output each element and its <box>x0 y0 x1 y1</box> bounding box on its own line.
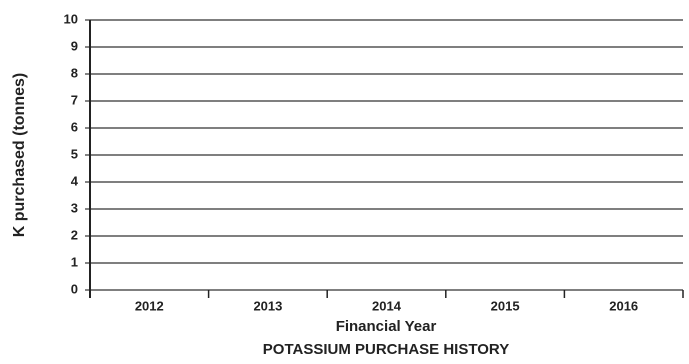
x-tick-label: 2015 <box>491 298 520 313</box>
y-tick-label: 10 <box>64 11 78 26</box>
y-tick-label: 4 <box>71 173 79 188</box>
x-tick-label: 2013 <box>253 298 282 313</box>
y-tick-label: 8 <box>71 65 78 80</box>
y-axis-label: K purchased (tonnes) <box>11 73 28 237</box>
chart-title: POTASSIUM PURCHASE HISTORY <box>263 341 509 358</box>
y-tick-label: 0 <box>71 281 78 296</box>
x-tick-label: 2014 <box>372 298 402 313</box>
x-tick-label: 2012 <box>135 298 164 313</box>
y-tick-label: 3 <box>71 200 78 215</box>
y-tick-label: 7 <box>71 92 78 107</box>
y-tick-label: 9 <box>71 38 78 53</box>
x-axis-label: Financial Year <box>336 318 437 335</box>
y-tick-label: 6 <box>71 119 78 134</box>
x-tick-label: 2016 <box>609 298 638 313</box>
y-tick-label: 1 <box>71 254 78 269</box>
y-tick-label: 2 <box>71 227 78 242</box>
y-tick-label: 5 <box>71 146 78 161</box>
